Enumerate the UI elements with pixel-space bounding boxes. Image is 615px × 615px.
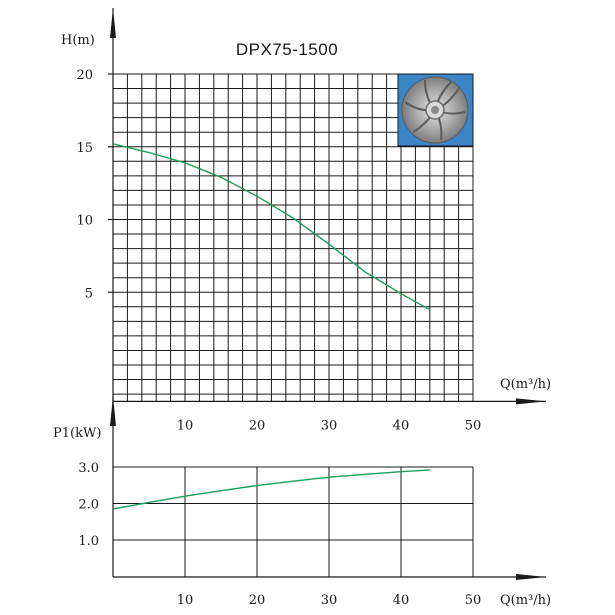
head-y-tick-label: 15 bbox=[76, 141, 93, 156]
power-x-tick-label: 20 bbox=[249, 593, 266, 608]
power-series bbox=[112, 469, 430, 510]
power-curve bbox=[112, 469, 430, 510]
head-grid bbox=[110, 8, 546, 405]
power-y-tick-label: 2.0 bbox=[78, 498, 99, 513]
power-x-tick-label: 30 bbox=[321, 593, 338, 608]
power-y-tick-label: 1.0 bbox=[78, 534, 99, 549]
head-x-tick-label: 30 bbox=[321, 418, 338, 433]
head-x-arrow bbox=[516, 398, 546, 405]
head-y-tick-label: 20 bbox=[76, 68, 93, 83]
y-axis-label-head: H(m) bbox=[61, 33, 95, 48]
head-curve bbox=[112, 143, 431, 311]
chart-title: DPX75-1500 bbox=[236, 40, 338, 59]
head-x-tick-label: 20 bbox=[249, 418, 266, 433]
power-x-arrow bbox=[516, 574, 546, 580]
head-series bbox=[112, 143, 431, 311]
head-x-tick-label: 10 bbox=[177, 418, 194, 433]
head-y-tick-label: 5 bbox=[85, 286, 93, 301]
power-x-tick-label: 50 bbox=[465, 593, 482, 608]
impeller-photo bbox=[397, 73, 474, 147]
y-axis-label-power: P1(kW) bbox=[53, 426, 101, 441]
power-y-tick-label: 3.0 bbox=[78, 461, 99, 476]
head-x-tick-label: 50 bbox=[465, 418, 482, 433]
power-chart: 1.0 2.0 3.0 10 20 30 40 50 P1(kW) Q(m³/h) bbox=[53, 396, 551, 608]
x-axis-label-power: Q(m³/h) bbox=[500, 593, 551, 608]
head-y-tick-label: 10 bbox=[76, 214, 93, 229]
x-axis-label-head: Q(m³/h) bbox=[500, 377, 551, 392]
head-x-tick-label: 40 bbox=[393, 418, 410, 433]
head-ticks: 5 10 15 20 10 20 30 40 50 bbox=[76, 68, 481, 433]
power-grid bbox=[110, 396, 546, 580]
head-chart: 5 10 15 20 10 20 30 40 50 DPX75-1500 H(m) Q(m³/h… bbox=[61, 8, 551, 433]
power-y-arrow bbox=[110, 396, 116, 426]
power-ticks: 1.0 2.0 3.0 10 20 30 40 50 bbox=[78, 461, 481, 608]
head-y-arrow bbox=[110, 8, 116, 38]
power-x-tick-label: 40 bbox=[393, 593, 410, 608]
power-x-tick-label: 10 bbox=[177, 593, 194, 608]
